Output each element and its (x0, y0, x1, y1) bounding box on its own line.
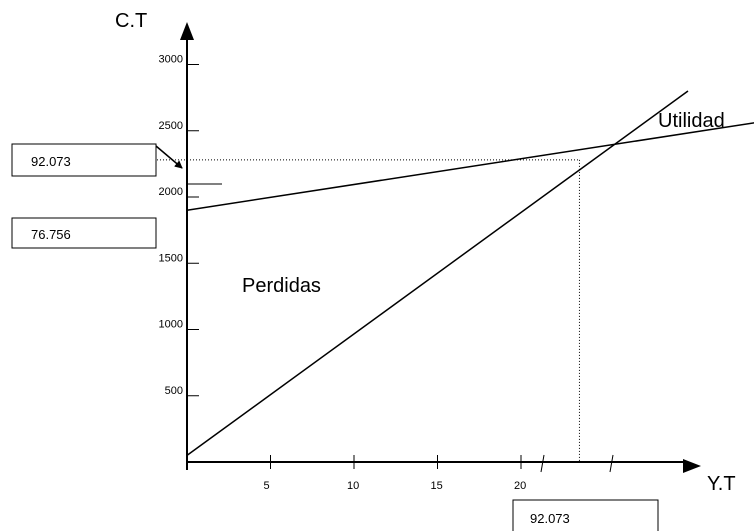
total-income-line (186, 90, 689, 456)
value-box-bottom (512, 499, 659, 531)
x-tick-label: 15 (431, 480, 443, 492)
x-axis-title: Y.T (707, 473, 736, 495)
x-tick-label: 20 (514, 480, 526, 492)
y-axis-title: C.T (115, 10, 147, 32)
x-tick-label: 10 (347, 480, 359, 492)
y-tick-label: 2500 (159, 120, 183, 132)
y-tick-label: 1500 (159, 252, 183, 264)
y-tick-label: 1000 (159, 319, 183, 331)
total-cost-line (186, 122, 754, 211)
y-tick-label: 500 (165, 385, 183, 397)
value-box-bottom-text: 92.073 (530, 511, 570, 526)
y-axis-arrowhead (180, 22, 194, 40)
y-tick-label: 3000 (159, 54, 183, 66)
value-box-middle (11, 217, 157, 249)
x-axis-extra-tick (540, 454, 545, 473)
region-label-perdidas: Perdidas (242, 275, 321, 297)
x-axis-arrowhead (683, 459, 701, 473)
x-axis-extra-tick (609, 454, 614, 473)
value-box-upper-arrow (155, 145, 183, 169)
y-tick-label: 2000 (159, 186, 183, 198)
region-label-utilidad: Utilidad (658, 110, 725, 132)
value-box-upper (11, 143, 157, 177)
value-box-middle-text: 76.756 (31, 227, 71, 242)
value-box-upper-text: 92.073 (31, 154, 71, 169)
x-tick-label: 5 (264, 480, 270, 492)
